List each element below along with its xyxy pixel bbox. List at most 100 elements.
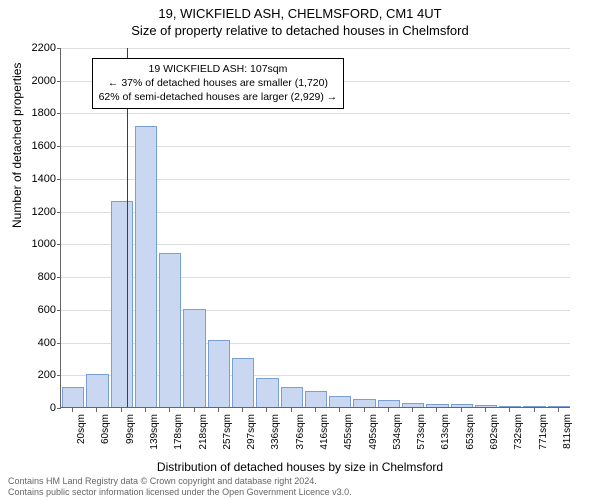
x-tick-mark bbox=[291, 408, 292, 412]
y-tick-label: 600 bbox=[6, 304, 56, 316]
histogram-bar bbox=[329, 396, 351, 407]
y-tick-label: 400 bbox=[6, 337, 56, 349]
x-tick-label: 534sqm bbox=[392, 414, 403, 450]
y-tick-mark bbox=[57, 113, 61, 114]
x-tick-labels: 20sqm 60sqm 99sqm 139sqm 178sqm 218sqm 257sqm 2… bbox=[60, 408, 570, 458]
histogram-bar bbox=[523, 406, 545, 407]
x-tick-mark bbox=[461, 408, 462, 412]
annotation-line: ← 37% of detached houses are smaller (1,… bbox=[99, 76, 338, 90]
y-tick-label: 1600 bbox=[6, 140, 56, 152]
annotation-line: 19 WICKFIELD ASH: 107sqm bbox=[99, 62, 338, 76]
y-tick-mark bbox=[57, 375, 61, 376]
x-tick-mark bbox=[266, 408, 267, 412]
attribution-footer: Contains HM Land Registry data © Crown c… bbox=[8, 476, 352, 499]
x-tick-mark bbox=[388, 408, 389, 412]
x-tick-label: 653sqm bbox=[465, 414, 476, 450]
x-axis-label: Distribution of detached houses by size … bbox=[0, 460, 600, 474]
x-tick-label: 811sqm bbox=[562, 414, 573, 449]
x-tick-mark bbox=[364, 408, 365, 412]
gridline bbox=[61, 113, 570, 114]
x-tick-mark bbox=[436, 408, 437, 412]
histogram-bar bbox=[305, 391, 327, 407]
histogram-bar bbox=[159, 253, 181, 407]
y-tick-label: 200 bbox=[6, 369, 56, 381]
x-tick-mark bbox=[194, 408, 195, 412]
y-tick-mark bbox=[57, 179, 61, 180]
gridline bbox=[61, 48, 570, 49]
x-tick-label: 178sqm bbox=[173, 414, 184, 450]
histogram-bar bbox=[548, 406, 570, 407]
histogram-bar bbox=[135, 126, 157, 407]
x-tick-mark bbox=[242, 408, 243, 412]
y-tick-mark bbox=[57, 81, 61, 82]
y-tick-label: 0 bbox=[6, 402, 56, 414]
x-tick-label: 613sqm bbox=[440, 414, 451, 450]
x-tick-mark bbox=[534, 408, 535, 412]
x-tick-label: 416sqm bbox=[319, 414, 330, 450]
x-tick-label: 257sqm bbox=[222, 414, 233, 450]
x-tick-mark bbox=[412, 408, 413, 412]
y-tick-label: 1800 bbox=[6, 107, 56, 119]
histogram-bar bbox=[86, 374, 108, 407]
title-line-2: Size of property relative to detached ho… bbox=[0, 23, 600, 38]
x-tick-mark bbox=[96, 408, 97, 412]
x-tick-mark bbox=[315, 408, 316, 412]
x-tick-label: 732sqm bbox=[513, 414, 524, 450]
x-tick-label: 139sqm bbox=[149, 414, 160, 450]
annotation-box: 19 WICKFIELD ASH: 107sqm← 37% of detache… bbox=[92, 58, 345, 109]
y-tick-mark bbox=[57, 343, 61, 344]
x-tick-mark bbox=[339, 408, 340, 412]
y-tick-labels: 0200400600800100012001400160018002000220… bbox=[0, 48, 60, 408]
x-tick-mark bbox=[485, 408, 486, 412]
y-tick-label: 1000 bbox=[6, 238, 56, 250]
x-tick-mark bbox=[169, 408, 170, 412]
y-tick-mark bbox=[57, 48, 61, 49]
y-tick-label: 1200 bbox=[6, 206, 56, 218]
y-tick-label: 2000 bbox=[6, 75, 56, 87]
x-tick-label: 771sqm bbox=[538, 414, 549, 450]
x-tick-label: 455sqm bbox=[343, 414, 354, 450]
x-tick-mark bbox=[145, 408, 146, 412]
y-tick-mark bbox=[57, 244, 61, 245]
histogram-bar bbox=[183, 309, 205, 407]
y-tick-mark bbox=[57, 212, 61, 213]
histogram-bar bbox=[208, 340, 230, 407]
histogram-bar bbox=[426, 404, 448, 407]
annotation-line: 62% of semi-detached houses are larger (… bbox=[99, 90, 338, 104]
x-tick-mark bbox=[218, 408, 219, 412]
y-tick-label: 800 bbox=[6, 271, 56, 283]
histogram-bar bbox=[475, 405, 497, 407]
histogram-bar bbox=[232, 358, 254, 407]
histogram-bar bbox=[62, 387, 84, 407]
x-tick-label: 218sqm bbox=[198, 414, 209, 450]
histogram-bar bbox=[499, 406, 521, 407]
x-tick-label: 495sqm bbox=[368, 414, 379, 450]
x-tick-label: 573sqm bbox=[416, 414, 427, 450]
y-tick-label: 1400 bbox=[6, 173, 56, 185]
x-tick-mark bbox=[558, 408, 559, 412]
x-tick-label: 99sqm bbox=[125, 414, 136, 444]
x-tick-mark bbox=[121, 408, 122, 412]
histogram-bar bbox=[451, 404, 473, 407]
x-tick-mark bbox=[509, 408, 510, 412]
y-tick-mark bbox=[57, 277, 61, 278]
x-tick-mark bbox=[72, 408, 73, 412]
x-tick-label: 376sqm bbox=[295, 414, 306, 450]
histogram-plot: 19 WICKFIELD ASH: 107sqm← 37% of detache… bbox=[60, 48, 570, 408]
x-tick-label: 60sqm bbox=[100, 414, 111, 444]
histogram-bar bbox=[111, 201, 133, 407]
y-tick-mark bbox=[57, 146, 61, 147]
footer-line-2: Contains public sector information licen… bbox=[8, 487, 352, 498]
chart-title: 19, WICKFIELD ASH, CHELMSFORD, CM1 4UT S… bbox=[0, 0, 600, 38]
y-tick-mark bbox=[57, 310, 61, 311]
histogram-bar bbox=[402, 403, 424, 407]
x-tick-label: 20sqm bbox=[76, 414, 87, 444]
histogram-bar bbox=[256, 378, 278, 407]
x-tick-label: 336sqm bbox=[270, 414, 281, 450]
x-tick-label: 692sqm bbox=[489, 414, 500, 450]
y-tick-label: 2200 bbox=[6, 42, 56, 54]
histogram-bar bbox=[353, 399, 375, 407]
histogram-bar bbox=[378, 400, 400, 407]
x-tick-label: 297sqm bbox=[246, 414, 257, 450]
title-line-1: 19, WICKFIELD ASH, CHELMSFORD, CM1 4UT bbox=[0, 6, 600, 21]
